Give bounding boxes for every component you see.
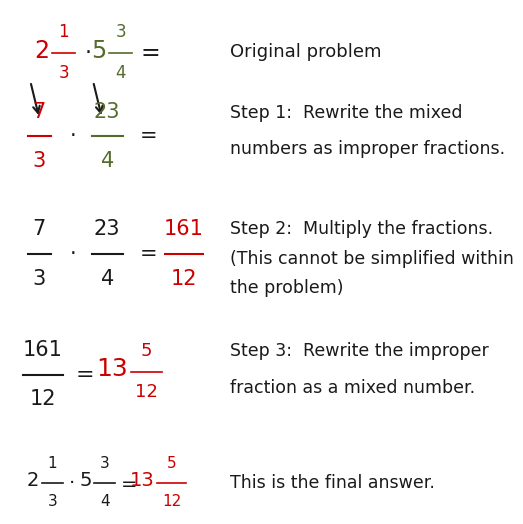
Text: 12: 12 <box>30 389 56 409</box>
Text: 5: 5 <box>92 39 107 63</box>
Text: 3: 3 <box>32 151 46 171</box>
Text: 3: 3 <box>100 456 109 471</box>
Text: 2: 2 <box>35 39 50 63</box>
Text: 3: 3 <box>116 24 126 41</box>
Text: 23: 23 <box>94 102 120 122</box>
Text: 161: 161 <box>164 220 204 239</box>
Text: 5: 5 <box>79 471 92 490</box>
Text: =: = <box>140 126 158 146</box>
Text: ·: · <box>69 474 75 493</box>
Text: (This cannot be simplified within: (This cannot be simplified within <box>230 250 514 268</box>
Text: =: = <box>76 365 95 385</box>
Text: 2: 2 <box>27 471 39 490</box>
Text: 4: 4 <box>100 269 114 289</box>
Text: numbers as improper fractions.: numbers as improper fractions. <box>230 140 505 158</box>
Text: 7: 7 <box>32 102 46 122</box>
Text: 3: 3 <box>48 494 57 509</box>
Text: 4: 4 <box>116 64 126 82</box>
Text: 23: 23 <box>94 220 120 239</box>
Text: Step 1:  Rewrite the mixed: Step 1: Rewrite the mixed <box>230 104 463 122</box>
Text: 3: 3 <box>59 64 69 82</box>
Text: =: = <box>140 41 160 66</box>
Text: 1: 1 <box>59 24 69 41</box>
Text: Original problem: Original problem <box>230 43 382 61</box>
Text: 12: 12 <box>135 383 158 401</box>
Text: ·: · <box>85 43 92 63</box>
Text: fraction as a mixed number.: fraction as a mixed number. <box>230 379 475 397</box>
Text: 4: 4 <box>100 151 114 171</box>
Text: ·: · <box>70 244 76 264</box>
Text: the problem): the problem) <box>230 279 344 297</box>
Text: =: = <box>140 244 158 264</box>
Text: Step 2:  Multiply the fractions.: Step 2: Multiply the fractions. <box>230 220 493 238</box>
Text: 5: 5 <box>141 342 152 360</box>
Text: Step 3:  Rewrite the improper: Step 3: Rewrite the improper <box>230 342 489 360</box>
Text: 4: 4 <box>100 494 109 509</box>
Text: 1: 1 <box>48 456 57 471</box>
Text: 3: 3 <box>32 269 46 289</box>
Text: 13: 13 <box>96 357 128 381</box>
Text: =: = <box>121 475 138 494</box>
Text: 12: 12 <box>162 494 181 509</box>
Text: 5: 5 <box>167 456 176 471</box>
Text: This is the final answer.: This is the final answer. <box>230 474 435 492</box>
Text: ·: · <box>70 126 76 146</box>
Text: 161: 161 <box>23 340 63 360</box>
Text: 7: 7 <box>32 220 46 239</box>
Text: 12: 12 <box>171 269 197 289</box>
Text: 13: 13 <box>130 471 154 490</box>
